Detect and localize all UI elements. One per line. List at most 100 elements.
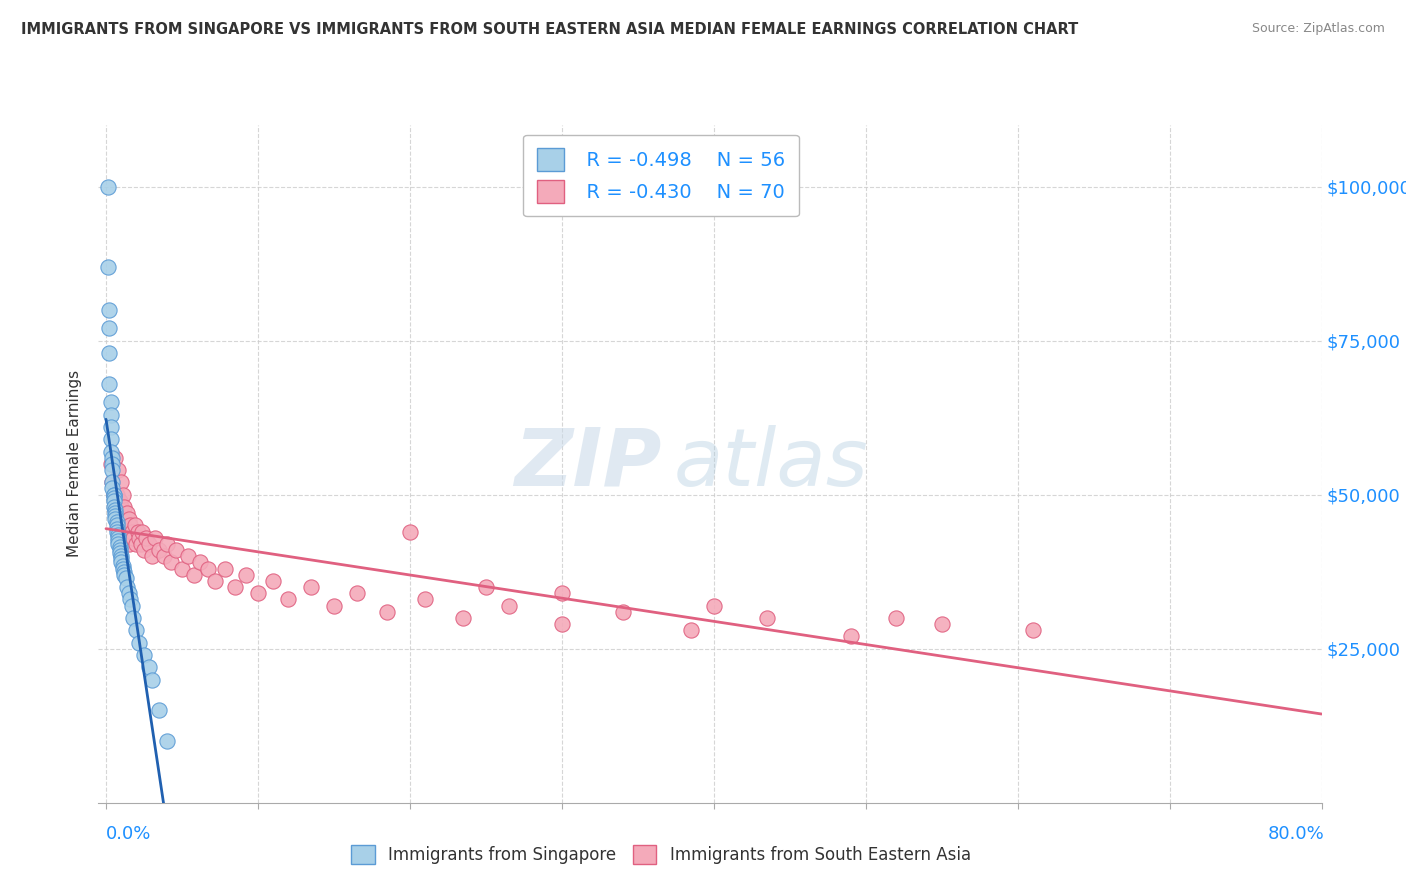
Point — [143, 531, 166, 545]
Point — [112, 500, 135, 514]
Point — [138, 660, 160, 674]
Point — [177, 549, 200, 564]
Point — [111, 518, 134, 533]
Text: atlas: atlas — [673, 425, 868, 503]
Point — [110, 475, 132, 490]
Point — [112, 567, 135, 582]
Point — [104, 503, 127, 517]
Point — [756, 611, 779, 625]
Point — [132, 543, 155, 558]
Point — [103, 488, 125, 502]
Point — [551, 617, 574, 632]
Point — [100, 395, 122, 409]
Point — [104, 509, 127, 524]
Point — [132, 648, 155, 662]
Legend: Immigrants from Singapore, Immigrants from South Eastern Asia: Immigrants from Singapore, Immigrants fr… — [343, 837, 979, 872]
Point — [114, 524, 136, 539]
Point — [128, 531, 150, 545]
Point — [108, 543, 131, 558]
Point — [105, 522, 128, 536]
Point — [612, 605, 634, 619]
Point — [98, 302, 121, 317]
Point — [299, 580, 322, 594]
Point — [98, 346, 121, 360]
Point — [117, 506, 139, 520]
Point — [156, 734, 179, 748]
Point — [148, 703, 170, 717]
Point — [121, 524, 143, 539]
Point — [110, 556, 132, 570]
Point — [100, 444, 122, 458]
Point — [103, 488, 125, 502]
Point — [101, 475, 124, 490]
Point — [125, 624, 148, 638]
Point — [105, 516, 128, 530]
Point — [103, 493, 125, 508]
Point — [107, 531, 129, 545]
Point — [103, 500, 125, 514]
Point — [679, 624, 702, 638]
Point — [246, 586, 269, 600]
Point — [104, 500, 127, 514]
Point — [165, 543, 187, 558]
Point — [224, 580, 246, 594]
Point — [111, 488, 134, 502]
Point — [170, 561, 193, 575]
Point — [131, 524, 153, 539]
Point — [931, 617, 953, 632]
Point — [118, 586, 141, 600]
Point — [104, 512, 127, 526]
Point — [104, 506, 127, 520]
Point — [235, 567, 257, 582]
Point — [104, 450, 127, 465]
Point — [156, 537, 179, 551]
Point — [120, 518, 142, 533]
Text: IMMIGRANTS FROM SINGAPORE VS IMMIGRANTS FROM SOUTH EASTERN ASIA MEDIAN FEMALE EA: IMMIGRANTS FROM SINGAPORE VS IMMIGRANTS … — [21, 22, 1078, 37]
Point — [188, 556, 211, 570]
Point — [101, 482, 124, 496]
Point — [475, 580, 498, 594]
Point — [96, 179, 118, 194]
Point — [128, 635, 150, 649]
Point — [108, 540, 131, 554]
Point — [100, 432, 122, 446]
Point — [111, 561, 134, 575]
Point — [124, 518, 146, 533]
Point — [98, 321, 121, 335]
Point — [122, 611, 145, 625]
Point — [117, 580, 139, 594]
Point — [413, 592, 436, 607]
Point — [138, 537, 160, 551]
Point — [399, 524, 422, 539]
Point — [551, 586, 574, 600]
Point — [148, 543, 170, 558]
Point — [141, 549, 163, 564]
Point — [107, 506, 129, 520]
Point — [111, 558, 134, 573]
Text: 0.0%: 0.0% — [105, 825, 150, 843]
Point — [107, 533, 129, 548]
Point — [103, 491, 125, 505]
Point — [197, 561, 219, 575]
Text: Source: ZipAtlas.com: Source: ZipAtlas.com — [1251, 22, 1385, 36]
Point — [112, 512, 135, 526]
Point — [100, 420, 122, 434]
Text: 80.0%: 80.0% — [1268, 825, 1324, 843]
Point — [108, 493, 131, 508]
Point — [323, 599, 346, 613]
Point — [105, 524, 128, 539]
Point — [183, 567, 205, 582]
Point — [703, 599, 725, 613]
Point — [122, 531, 145, 545]
Point — [110, 500, 132, 514]
Point — [118, 512, 141, 526]
Point — [112, 565, 135, 579]
Point — [114, 571, 136, 585]
Point — [101, 463, 124, 477]
Point — [100, 408, 122, 422]
Point — [839, 629, 862, 643]
Point — [262, 574, 284, 588]
Point — [117, 531, 139, 545]
Point — [107, 463, 129, 477]
Point — [108, 546, 131, 560]
